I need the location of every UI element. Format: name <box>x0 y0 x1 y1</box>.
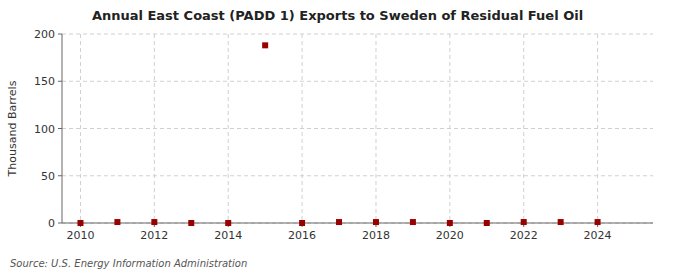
grid-line-x <box>154 34 155 223</box>
y-tick <box>58 128 62 129</box>
y-tick-label: 0 <box>48 217 55 230</box>
x-tick-label: 2016 <box>288 229 316 242</box>
grid-line-x <box>597 34 598 223</box>
title: Annual East Coast (PADD 1) Exports to Sw… <box>92 8 583 23</box>
point <box>521 219 527 225</box>
grid-line-x <box>228 34 229 223</box>
point <box>225 220 231 226</box>
x-axis-line <box>62 223 653 224</box>
chart: 2010 2012 2014 2016 2018 2020 2022 2024 0 50 100 15… <box>0 0 675 275</box>
x-tick-label: 2018 <box>362 229 390 242</box>
y-tick-label: 50 <box>41 170 55 183</box>
point <box>336 219 342 225</box>
grid-line-x <box>449 34 450 223</box>
grid-line-y <box>62 128 653 129</box>
point <box>77 220 83 226</box>
y-tick-label: 200 <box>34 28 55 41</box>
axes: 2010 2012 2014 2016 2018 2020 2022 2024 0 50 100 15… <box>34 28 653 242</box>
x-tick-label: 2012 <box>140 229 168 242</box>
point <box>484 220 490 226</box>
y-tick-label: 150 <box>34 75 55 88</box>
y-axis-label: Thousand Barrels <box>6 80 19 177</box>
point <box>151 219 157 225</box>
point <box>410 219 416 225</box>
grid-line-y <box>62 223 653 224</box>
grid-line-x <box>523 34 524 223</box>
grid-line-y <box>62 81 653 82</box>
y-tick <box>58 175 62 176</box>
point <box>373 219 379 225</box>
point <box>114 219 120 225</box>
point <box>262 42 268 48</box>
x-tick-label: 2010 <box>66 229 94 242</box>
point <box>595 219 601 225</box>
source: Source: U.S. Energy Information Administ… <box>10 258 247 269</box>
grid-line-y <box>62 175 653 176</box>
x-tick-label: 2014 <box>214 229 242 242</box>
grid-line-y <box>62 34 653 35</box>
point <box>299 220 305 226</box>
y-tick <box>58 81 62 82</box>
grid-line-x <box>80 34 81 223</box>
point <box>188 220 194 226</box>
y-tick <box>58 223 62 224</box>
point <box>558 219 564 225</box>
grid-line-x <box>302 34 303 223</box>
grid-line-x <box>375 34 376 223</box>
x-tick-label: 2024 <box>584 229 612 242</box>
x-tick-label: 2020 <box>436 229 464 242</box>
point <box>447 220 453 226</box>
points <box>77 42 600 226</box>
grid <box>62 34 653 223</box>
x-tick-label: 2022 <box>510 229 538 242</box>
y-tick <box>58 34 62 35</box>
y-tick-label: 100 <box>34 123 55 136</box>
